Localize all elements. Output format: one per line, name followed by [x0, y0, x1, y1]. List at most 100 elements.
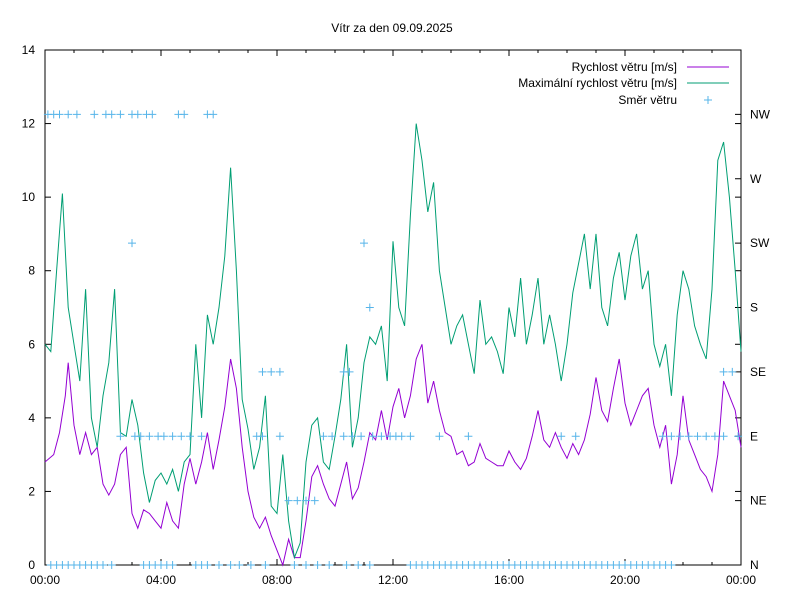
- y2-tick-label: SE: [750, 365, 766, 379]
- direction-point: [261, 561, 270, 569]
- x-tick-label: 20:00: [610, 573, 640, 587]
- y-tick-label: 4: [28, 411, 35, 425]
- x-tick-label: 08:00: [262, 573, 292, 587]
- y2-tick-label: S: [750, 301, 758, 315]
- direction-point: [215, 561, 223, 569]
- y2-tick-label: SW: [750, 236, 770, 250]
- direction-point: [348, 432, 357, 441]
- direction-point: [719, 432, 728, 441]
- direction-point: [64, 110, 73, 119]
- series-line-1: [44, 123, 742, 560]
- direction-point: [365, 303, 374, 312]
- direction-point: [302, 496, 310, 505]
- direction-point: [72, 110, 81, 119]
- direction-point: [284, 496, 293, 505]
- direction-point: [99, 561, 107, 569]
- direction-point: [557, 432, 566, 441]
- direction-point: [676, 432, 685, 441]
- y-tick-label: 10: [22, 190, 36, 204]
- direction-point: [357, 432, 366, 441]
- direction-point: [203, 561, 212, 569]
- axes-ticks: 0 2 4 6 8 10 12 14 N NE E SE S SW W NW 00:00 04:00 08:00 12…: [22, 43, 771, 587]
- y-tick-label: 6: [28, 337, 35, 351]
- direction-point: [339, 432, 348, 441]
- direction-point: [133, 110, 142, 119]
- direction-point: [354, 561, 363, 569]
- direction-point: [168, 561, 177, 569]
- direction-point: [246, 561, 255, 569]
- legend-label-direction: Směr větru: [618, 93, 677, 107]
- direction-point: [328, 432, 337, 441]
- series-line-0: [44, 344, 742, 567]
- direction-point: [136, 432, 145, 441]
- direction-point: [693, 432, 702, 441]
- y2-tick-label: NE: [750, 494, 767, 508]
- direction-point: [728, 367, 737, 376]
- direction-point: [116, 110, 125, 119]
- direction-point: [397, 432, 406, 441]
- direction-point: [319, 432, 328, 441]
- direction-point: [128, 239, 136, 248]
- direction-point: [368, 432, 377, 441]
- y2-tick-label: W: [750, 172, 762, 186]
- direction-point: [710, 432, 719, 441]
- direction-point: [90, 110, 99, 119]
- direction-point: [275, 432, 284, 441]
- direction-point: [719, 367, 728, 376]
- y-tick-label: 8: [28, 264, 35, 278]
- legend-label-max: Maximální rychlost větru [m/s]: [518, 76, 677, 90]
- direction-point: [360, 239, 368, 248]
- direction-point: [209, 110, 218, 119]
- direction-point: [377, 432, 386, 441]
- direction-point: [159, 432, 168, 441]
- direction-point: [702, 432, 711, 441]
- x-tick-label: 16:00: [494, 573, 524, 587]
- direction-point: [435, 432, 444, 441]
- y2-tick-label: N: [750, 558, 759, 572]
- direction-point: [107, 561, 116, 569]
- direction-point: [302, 561, 310, 569]
- legend: Rychlost větru [m/s] Maximální rychlost …: [518, 60, 729, 107]
- direction-point: [177, 432, 186, 441]
- y-tick-label: 2: [28, 484, 35, 498]
- direction-point: [290, 561, 299, 569]
- direction-point: [116, 432, 125, 441]
- direction-point: [325, 561, 334, 569]
- direction-point: [275, 367, 284, 376]
- direction-point: [667, 561, 676, 569]
- y-tick-label: 12: [22, 117, 36, 131]
- direction-point: [168, 432, 177, 441]
- direction-point: [55, 110, 64, 119]
- direction-point: [667, 432, 676, 441]
- direction-points: [43, 110, 743, 569]
- series-layer: [43, 110, 743, 569]
- x-tick-label: 00:00: [726, 573, 756, 587]
- y-tick-label: 14: [22, 43, 36, 57]
- x-tick-label: 00:00: [30, 573, 60, 587]
- direction-point: [310, 496, 319, 505]
- legend-label-speed: Rychlost větru [m/s]: [572, 60, 677, 74]
- chart-title: Vítr za den 09.09.2025: [331, 21, 453, 35]
- direction-point: [345, 367, 354, 376]
- direction-point: [313, 561, 322, 569]
- direction-point: [658, 432, 667, 441]
- direction-point: [235, 561, 244, 569]
- direction-point: [267, 367, 276, 376]
- direction-point: [186, 432, 194, 441]
- direction-point: [107, 110, 116, 119]
- direction-point: [197, 432, 206, 441]
- legend-swatch-direction: [704, 96, 712, 104]
- direction-point: [226, 561, 235, 569]
- direction-point: [365, 561, 374, 569]
- x-tick-label: 04:00: [146, 573, 176, 587]
- x-tick-label: 12:00: [378, 573, 408, 587]
- y-tick-label: 0: [28, 558, 35, 572]
- direction-point: [734, 432, 743, 441]
- direction-point: [258, 432, 267, 441]
- y2-tick-label: NW: [750, 107, 771, 121]
- y2-tick-label: E: [750, 429, 758, 443]
- direction-point: [571, 432, 580, 441]
- direction-point: [148, 110, 157, 119]
